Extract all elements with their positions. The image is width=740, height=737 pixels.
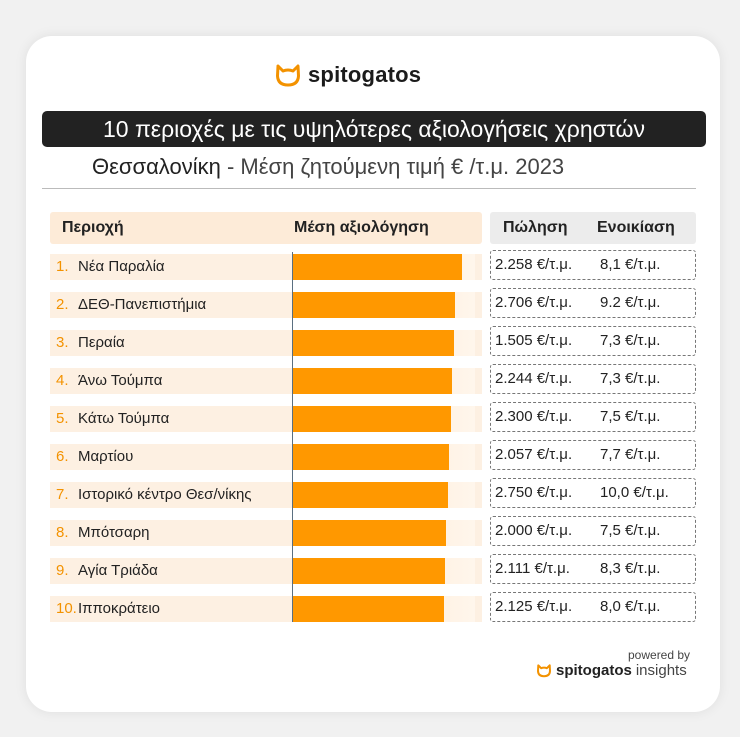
column-header-sale: Πώληση <box>503 219 568 236</box>
rating-bar <box>293 444 449 470</box>
rent-price: 7,5 €/τ.μ. <box>600 522 661 539</box>
price-box <box>490 364 696 394</box>
sale-price: 2.258 €/τ.μ. <box>495 256 573 273</box>
rating-bar <box>293 292 455 318</box>
row-area: Ιπποκράτειο <box>78 600 160 617</box>
rent-price: 7,7 €/τ.μ. <box>600 446 661 463</box>
price-box <box>490 440 696 470</box>
rating-bar <box>293 368 452 394</box>
column-header-rent: Ενοικίαση <box>597 219 675 236</box>
column-header-area: Περιοχή <box>62 219 124 236</box>
headline: 10 περιοχές με τις υψηλότερες αξιολογήσε… <box>42 111 706 147</box>
header-bar-right <box>490 212 696 244</box>
row-area: Νέα Παραλία <box>78 258 165 275</box>
price-box <box>490 288 696 318</box>
rating-bar <box>293 558 445 584</box>
sale-price: 1.505 €/τ.μ. <box>495 332 573 349</box>
row-area: Άνω Τούμπα <box>78 372 163 389</box>
row-rank: 2. <box>56 296 69 313</box>
rating-bar <box>293 596 444 622</box>
rent-price: 7,5 €/τ.μ. <box>600 408 661 425</box>
row-area: Μαρτίου <box>78 448 134 465</box>
row-rank: 10. <box>56 600 77 617</box>
cat-head-icon <box>276 64 300 87</box>
rent-price: 9.2 €/τ.μ. <box>600 294 661 311</box>
column-header-rating: Μέση αξιολόγηση <box>294 219 429 236</box>
row-rank: 5. <box>56 410 69 427</box>
row-rank: 6. <box>56 448 69 465</box>
subtitle: Θεσσαλονίκη - Μέση ζητούμενη τιμή € /τ.μ… <box>92 154 564 180</box>
footer-insights: insights <box>635 662 687 679</box>
price-box <box>490 478 696 508</box>
row-rank: 4. <box>56 372 69 389</box>
bar-axis <box>292 252 293 622</box>
sale-price: 2.000 €/τ.μ. <box>495 522 573 539</box>
powered-by-label: powered by <box>628 648 691 662</box>
sale-price: 2.244 €/τ.μ. <box>495 370 573 387</box>
sale-price: 2.125 €/τ.μ. <box>495 598 573 615</box>
row-area: Μπότσαρη <box>78 524 150 541</box>
row-rank: 7. <box>56 486 69 503</box>
rent-price: 7,3 €/τ.μ. <box>600 332 661 349</box>
price-box <box>490 554 696 584</box>
sale-price: 2.111 €/τ.μ. <box>495 560 570 577</box>
footer-brand: spitogatos insights <box>536 662 687 679</box>
row-area: Κάτω Τούμπα <box>78 410 170 427</box>
row-area: Ιστορικό κέντρο Θεσ/νίκης <box>78 486 252 503</box>
subtitle-city: Θεσσαλονίκη <box>92 154 221 179</box>
rent-price: 8,0 €/τ.μ. <box>600 598 661 615</box>
rent-price: 8,3 €/τ.μ. <box>600 560 661 577</box>
price-box <box>490 326 696 356</box>
row-rank: 8. <box>56 524 69 541</box>
price-box <box>490 592 696 622</box>
row-area: ΔΕΘ-Πανεπιστήμια <box>78 296 207 313</box>
row-area: Αγία Τριάδα <box>78 562 158 579</box>
sale-price: 2.057 €/τ.μ. <box>495 446 573 463</box>
rent-price: 8,1 €/τ.μ. <box>600 256 661 273</box>
cat-head-icon <box>537 664 551 678</box>
rating-bar <box>293 254 462 280</box>
sale-price: 2.750 €/τ.μ. <box>495 484 573 501</box>
divider <box>42 188 696 189</box>
brand-logo: spitogatos <box>274 58 421 92</box>
row-rank: 9. <box>56 562 69 579</box>
price-box <box>490 516 696 546</box>
sale-price: 2.300 €/τ.μ. <box>495 408 573 425</box>
subtitle-rest: - Μέση ζητούμενη τιμή € /τ.μ. 2023 <box>220 154 565 179</box>
rating-bar <box>293 482 448 508</box>
header-bar-left <box>50 212 482 244</box>
row-area: Περαία <box>78 334 125 351</box>
price-box <box>490 402 696 432</box>
rent-price: 10,0 €/τ.μ. <box>600 484 669 501</box>
rating-bar <box>293 406 451 432</box>
row-rank: 1. <box>56 258 69 275</box>
row-rank: 3. <box>56 334 69 351</box>
footer-brand-name: spitogatos <box>556 662 632 679</box>
brand-name: spitogatos <box>308 62 422 87</box>
rating-bar <box>293 330 454 356</box>
rating-bar <box>293 520 446 546</box>
price-box <box>490 250 696 280</box>
rent-price: 7,3 €/τ.μ. <box>600 370 661 387</box>
sale-price: 2.706 €/τ.μ. <box>495 294 573 311</box>
